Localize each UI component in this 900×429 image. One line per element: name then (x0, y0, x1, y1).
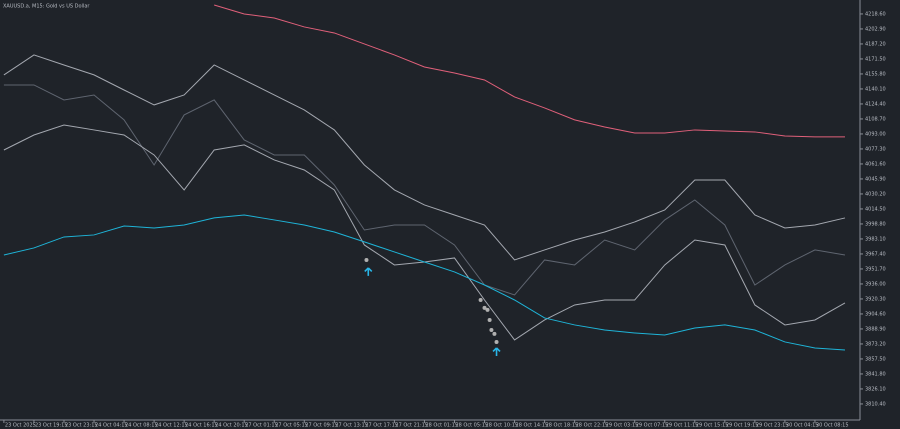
y-tick-label: 4124.40 (865, 101, 886, 107)
series-line (3, 84, 846, 296)
y-tick-label: 3810.40 (865, 401, 886, 407)
y-tick-label: 3841.80 (865, 371, 886, 377)
x-tick-label: 29 Oct 15:15 (696, 423, 729, 429)
signal-dot (482, 305, 487, 310)
y-tick-label: 3826.10 (865, 386, 886, 392)
y-tick-label: 4140.10 (865, 86, 886, 92)
x-tick-label: 29 Oct 23:15 (756, 423, 789, 429)
y-tick-label: 4061.60 (865, 161, 886, 167)
y-tick-label: 4108.70 (865, 116, 886, 122)
y-tick-label: 4045.90 (865, 176, 886, 182)
x-tick-label: 29 Oct 19:15 (726, 423, 759, 429)
x-tick-label: 28 Oct 22:15 (576, 423, 609, 429)
x-tick-label: 28 Oct 18:15 (546, 423, 579, 429)
signal-dot (364, 257, 369, 262)
y-tick-label: 3904.60 (865, 311, 886, 317)
x-tick-label: 28 Oct 14:15 (516, 423, 549, 429)
x-tick-label: 24 Oct 20:15 (215, 423, 248, 429)
x-tick-label: 27 Oct 17:15 (365, 423, 398, 429)
signal-dot (494, 339, 499, 344)
series-line (214, 4, 845, 138)
x-tick-label: 28 Oct 01:15 (425, 423, 458, 429)
chart-title: XAUUSD.a, M15: Gold vs US Dollar (3, 4, 90, 10)
y-tick-label: 3936.00 (865, 281, 886, 287)
x-tick-label: 27 Oct 05:15 (275, 423, 308, 429)
x-tick-label: 28 Oct 10:15 (486, 423, 519, 429)
x-tick-label: 24 Oct 16:15 (185, 423, 218, 429)
y-tick-label: 3857.50 (865, 356, 886, 362)
y-tick-label: 4077.30 (865, 146, 886, 152)
y-tick-label: 4218.60 (865, 11, 886, 17)
y-tick-label: 3920.30 (865, 296, 886, 302)
y-tick-label: 4030.20 (865, 191, 886, 197)
x-tick-label: 27 Oct 13:15 (335, 423, 368, 429)
y-tick-label: 4014.50 (865, 206, 886, 212)
x-tick-label: 24 Oct 12:15 (155, 423, 188, 429)
x-tick-label: 27 Oct 01:15 (245, 423, 278, 429)
y-tick-label: 3951.70 (865, 266, 886, 272)
x-tick-label: 30 Oct 08:15 (816, 423, 849, 429)
x-tick-label: 28 Oct 05:15 (455, 423, 488, 429)
y-tick-label: 3983.10 (865, 236, 886, 242)
x-tick-label: 24 Oct 04:15 (95, 423, 128, 429)
signal-dot (487, 317, 492, 322)
y-tick-label: 3873.20 (865, 341, 886, 347)
y-tick-label: 3888.90 (865, 326, 886, 332)
signal-dot (485, 307, 490, 312)
signal-dot (478, 298, 483, 302)
x-tick-label: 23 Oct 2025 (5, 423, 36, 429)
x-tick-label: 30 Oct 04:15 (786, 423, 819, 429)
x-tick-label: 23 Oct 19:15 (35, 423, 68, 429)
x-tick-label: 27 Oct 21:15 (395, 423, 428, 429)
y-tick-label: 4155.80 (865, 71, 886, 77)
signal-dot (489, 328, 494, 332)
series-line (3, 214, 846, 351)
x-tick-label: 23 Oct 23:15 (65, 423, 98, 429)
y-tick-label: 3967.40 (865, 251, 886, 257)
y-tick-label: 4093.00 (865, 131, 886, 137)
signal-arrow (492, 347, 501, 356)
x-tick-label: 24 Oct 08:15 (125, 423, 158, 429)
y-tick-label: 4187.20 (865, 41, 886, 47)
signal-dot (492, 331, 497, 336)
series-line (3, 54, 846, 261)
y-tick-label: 3998.80 (865, 221, 886, 227)
x-tick-label: 29 Oct 11:15 (666, 423, 699, 429)
x-tick-label: 29 Oct 07:15 (636, 423, 669, 429)
y-tick-label: 4171.50 (865, 56, 886, 62)
y-tick-label: 4202.90 (865, 26, 886, 32)
x-tick-label: 27 Oct 09:15 (305, 423, 338, 429)
signal-arrow (364, 267, 373, 276)
x-tick-label: 29 Oct 03:15 (606, 423, 639, 429)
